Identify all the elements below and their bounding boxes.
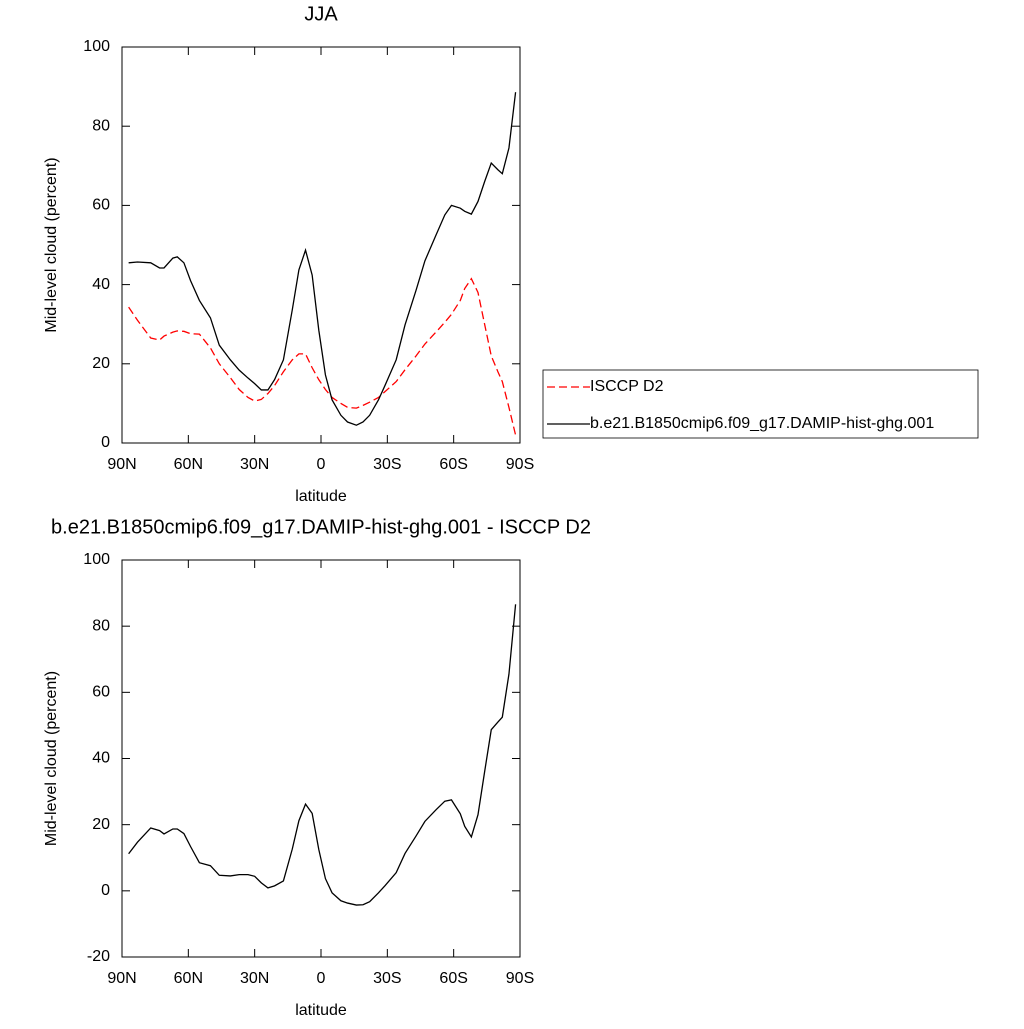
legend-box (542, 369, 979, 439)
legend-label: ISCCP D2 (590, 378, 664, 395)
chart-title: b.e21.B1850cmip6.f09_g17.DAMIP-hist-ghg.… (51, 516, 591, 538)
x-tick-label: 60S (439, 456, 467, 473)
data-line (128, 277, 517, 436)
x-tick-label: 30S (373, 970, 401, 987)
y-tick-label: -20 (87, 948, 110, 965)
x-tick-label: 90N (107, 970, 136, 987)
y-tick-label: 60 (92, 684, 110, 701)
x-tick-label: 30N (240, 456, 269, 473)
x-tick-label: 90S (506, 970, 534, 987)
x-tick-label: 90N (107, 456, 136, 473)
x-tick-label: 30N (240, 970, 269, 987)
data-line (128, 92, 517, 426)
y-tick-label: 20 (92, 355, 110, 372)
chart-title: JJA (304, 3, 338, 25)
y-tick-label: 100 (83, 38, 110, 55)
x-tick-label: 0 (317, 456, 326, 473)
y-axis-label: Mid-level cloud (percent) (43, 671, 60, 846)
x-tick-label: 60N (174, 456, 203, 473)
y-tick-label: 0 (101, 434, 110, 451)
x-tick-label: 0 (317, 970, 326, 987)
x-tick-label: 60S (439, 970, 467, 987)
y-tick-label: 0 (101, 882, 110, 899)
y-tick-label: 100 (83, 551, 110, 568)
y-tick-label: 40 (92, 750, 110, 767)
x-tick-label: 30S (373, 456, 401, 473)
x-axis-label: latitude (295, 488, 347, 505)
y-axis-label: Mid-level cloud (percent) (43, 157, 60, 332)
x-tick-label: 90S (506, 456, 534, 473)
y-tick-label: 80 (92, 617, 110, 634)
y-tick-label: 40 (92, 276, 110, 293)
y-tick-label: 80 (92, 117, 110, 134)
plot-frame (121, 559, 521, 958)
x-tick-label: 60N (174, 970, 203, 987)
x-axis-label: latitude (295, 1002, 347, 1019)
data-line (128, 604, 517, 906)
y-tick-label: 60 (92, 197, 110, 214)
legend-label: b.e21.B1850cmip6.f09_g17.DAMIP-hist-ghg.… (590, 415, 934, 432)
y-tick-label: 20 (92, 816, 110, 833)
